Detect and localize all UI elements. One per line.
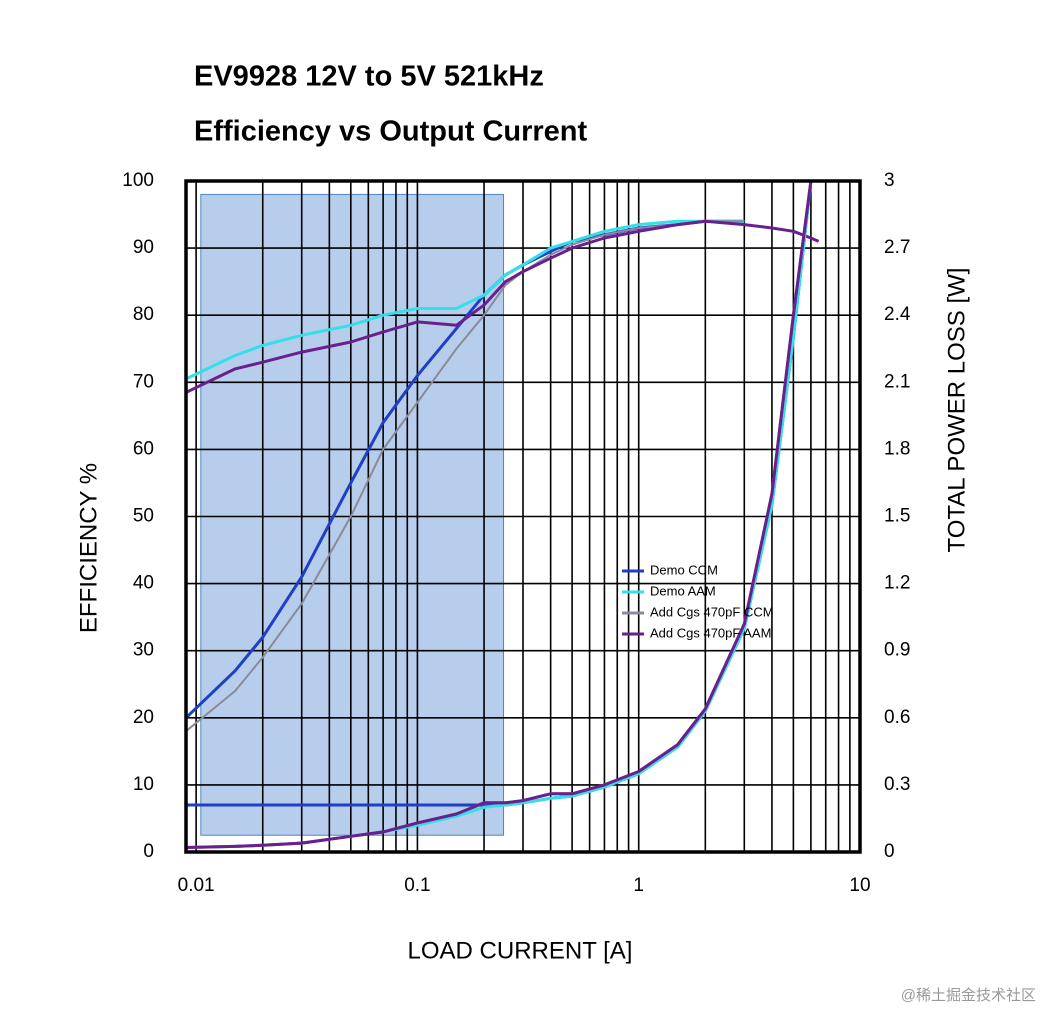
y2-tick-label: 1.2 — [884, 573, 910, 594]
y-tick-label: 90 — [133, 237, 154, 258]
y-tick-label: 40 — [133, 573, 154, 594]
y-tick-label: 30 — [133, 640, 154, 661]
legend-label: Add Cgs 470pF CCM — [650, 604, 774, 619]
y-axis-label: EFFICIENCY % — [75, 463, 102, 633]
y-tick-label: 100 — [122, 170, 154, 191]
plot-lines — [186, 181, 820, 849]
y2-tick-label: 0 — [884, 841, 895, 862]
x-tick-label: 1 — [633, 875, 644, 896]
chart-subtitle: Efficiency vs Output Current — [194, 116, 588, 148]
legend-label: Demo CCM — [650, 562, 718, 577]
series-line — [186, 219, 745, 381]
legend-label: Add Cgs 470pF AAM — [650, 625, 771, 640]
x-tick-label: 0.1 — [404, 875, 430, 896]
y-tick-label: 10 — [133, 774, 154, 795]
y2-tick-label: 0.6 — [884, 707, 910, 728]
chart-title: EV9928 12V to 5V 521kHz — [194, 61, 544, 93]
x-tick-label: 10 — [849, 875, 870, 896]
y2-tick-label: 3 — [884, 170, 895, 191]
y-tick-label: 20 — [133, 707, 154, 728]
y-tick-label: 60 — [133, 438, 154, 459]
y-tick-label: 50 — [133, 506, 154, 527]
y2-axis-label: TOTAL POWER LOSS [W] — [943, 268, 970, 553]
y2-tick-label: 0.3 — [884, 774, 910, 795]
plot-border — [184, 179, 862, 854]
watermark: @稀土掘金技术社区 — [901, 987, 1036, 1004]
y2-tick-label: 2.4 — [884, 304, 911, 325]
y2-tick-label: 0.9 — [884, 640, 910, 661]
y2-tick-label: 1.5 — [884, 506, 910, 527]
y-tick-label: 0 — [143, 841, 154, 862]
x-axis-label: LOAD CURRENT [A] — [408, 937, 633, 964]
series-line — [186, 219, 820, 394]
y-tick-label: 80 — [133, 304, 154, 325]
y-tick-label: 70 — [133, 371, 154, 392]
y2-tick-label: 2.1 — [884, 371, 910, 392]
y2-tick-label: 1.8 — [884, 438, 910, 459]
series-line — [186, 181, 813, 849]
x-tick-label: 0.01 — [178, 875, 215, 896]
series-line — [186, 220, 745, 732]
legend-label: Demo AAM — [650, 583, 716, 598]
y2-tick-label: 2.7 — [884, 237, 910, 258]
